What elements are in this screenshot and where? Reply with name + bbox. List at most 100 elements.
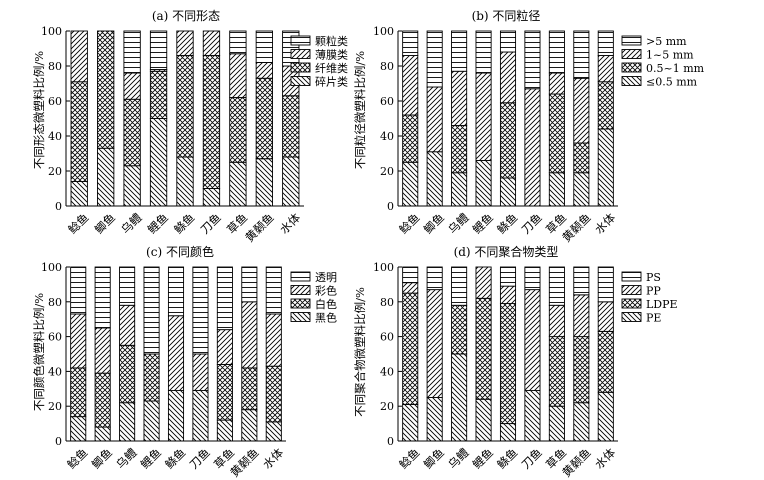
category-label: 鲶鱼 [65,210,91,236]
bar-segment [282,95,300,158]
legend-swatch [290,298,311,309]
y-tick-label: 0 [387,200,394,213]
bar-segment [241,409,258,442]
bar-segment [475,266,492,299]
bar-segment [402,266,419,284]
bar-segment [70,266,87,315]
legend-label: ≤0.5 mm [646,76,698,89]
category-label: 黄颡鱼 [559,210,593,244]
bar-segment [402,292,419,405]
bar-segment [229,97,247,163]
bar-segment [255,77,273,160]
category-label: 鲤鱼 [470,210,496,236]
bar-segment [167,266,185,317]
category-label: 刀鱼 [519,445,545,471]
bar-segment [229,161,247,207]
bar-segment [548,172,565,207]
bar-segment [524,289,541,391]
bar-segment [255,62,273,79]
bar-segment [123,72,141,100]
y-tick-label: 80 [380,60,394,73]
legend-swatch [290,35,311,46]
category-label: 鲫鱼 [421,210,447,236]
bar-segment [402,30,419,56]
panel-title: (b) 不同粒径 [472,8,541,23]
bar-segment [451,125,468,174]
y-tick-label: 100 [373,261,394,274]
bar-segment [123,30,141,74]
category-label: 鲫鱼 [89,445,115,471]
bar-segment [475,72,492,161]
bar-segment [548,405,565,442]
y-axis-label: 不同颜色微塑料比例/% [32,293,46,411]
bar-segment [123,165,141,207]
bar-segment [475,160,492,207]
panel-b: (b) 不同粒径 不同粒径微塑料比例/% 鲶鱼鲫鱼乌鳢鲤鱼鲦鱼刀鱼草鱼黄颡鱼水体… [353,8,705,245]
category-label: 乌鳢 [445,445,472,472]
category-label: 水体 [592,445,619,472]
y-tick-label: 20 [380,400,394,413]
bar-segment [573,77,590,144]
bar-segment [524,266,541,291]
y-tick-label: 20 [48,400,62,413]
category-label: 乌鳢 [113,445,140,472]
panel-d: (d) 不同聚合物类型 不同聚合物微塑料比例/% 鲶鱼鲫鱼乌鳢鲤鱼鲦鱼刀鱼草鱼黄… [353,244,678,480]
bar-segment [143,266,160,355]
bar-segment [451,172,468,207]
bar-segment [475,297,492,400]
category-label: 乌鳢 [118,210,145,237]
bar-segment [475,398,492,442]
y-tick-label: 60 [380,95,394,108]
bar-segment [192,266,209,355]
y-tick-label: 100 [41,25,62,38]
bar-segment [426,289,443,398]
y-tick-label: 0 [387,435,394,448]
legend-swatch [290,49,311,59]
bar-segment [229,30,247,55]
category-label: 鲤鱼 [145,210,171,236]
category-label: 鲤鱼 [470,445,496,471]
bar-segment [548,72,565,95]
bar-segment [94,266,111,329]
y-tick-label: 100 [41,261,62,274]
legend-label: >5 mm [646,35,687,48]
bar-segment [499,102,517,179]
bar-segment [451,30,468,72]
bar-segment [426,86,443,153]
legend-swatch [290,271,311,282]
legend-label: 颗粒类 [315,34,348,48]
legend-label: 彩色 [315,284,337,298]
bar-segment [265,266,282,315]
legend-label: PE [646,312,661,325]
bar-segment [216,266,233,331]
bar-segment [255,30,273,63]
y-axis-label: 不同粒径微塑料比例/% [353,51,367,169]
y-tick-label: 20 [380,165,394,178]
y-tick-label: 60 [380,331,394,344]
y-tick-label: 60 [48,331,62,344]
bar-segment [451,304,468,355]
bar-segment [97,30,115,149]
bar-segment [597,30,614,56]
legend-swatch [290,285,311,295]
bar-segment [402,161,419,207]
bar-segment [216,329,233,365]
bar-segment [70,181,88,207]
bar-segment [573,172,590,207]
category-label: 黄颡鱼 [242,210,276,244]
y-tick-label: 40 [380,365,394,378]
category-label: 刀鱼 [519,210,545,236]
bar-segment [499,303,517,425]
panel-title: (d) 不同聚合物类型 [454,244,559,259]
legend-swatch [621,312,642,322]
bar-segment [229,53,247,98]
legend-swatch [290,76,311,86]
category-label: 鲶鱼 [64,445,90,471]
legend-swatch [290,312,311,322]
bar-segment [573,142,590,174]
legend-label: 薄膜类 [315,48,348,62]
bar-segment [143,353,160,402]
